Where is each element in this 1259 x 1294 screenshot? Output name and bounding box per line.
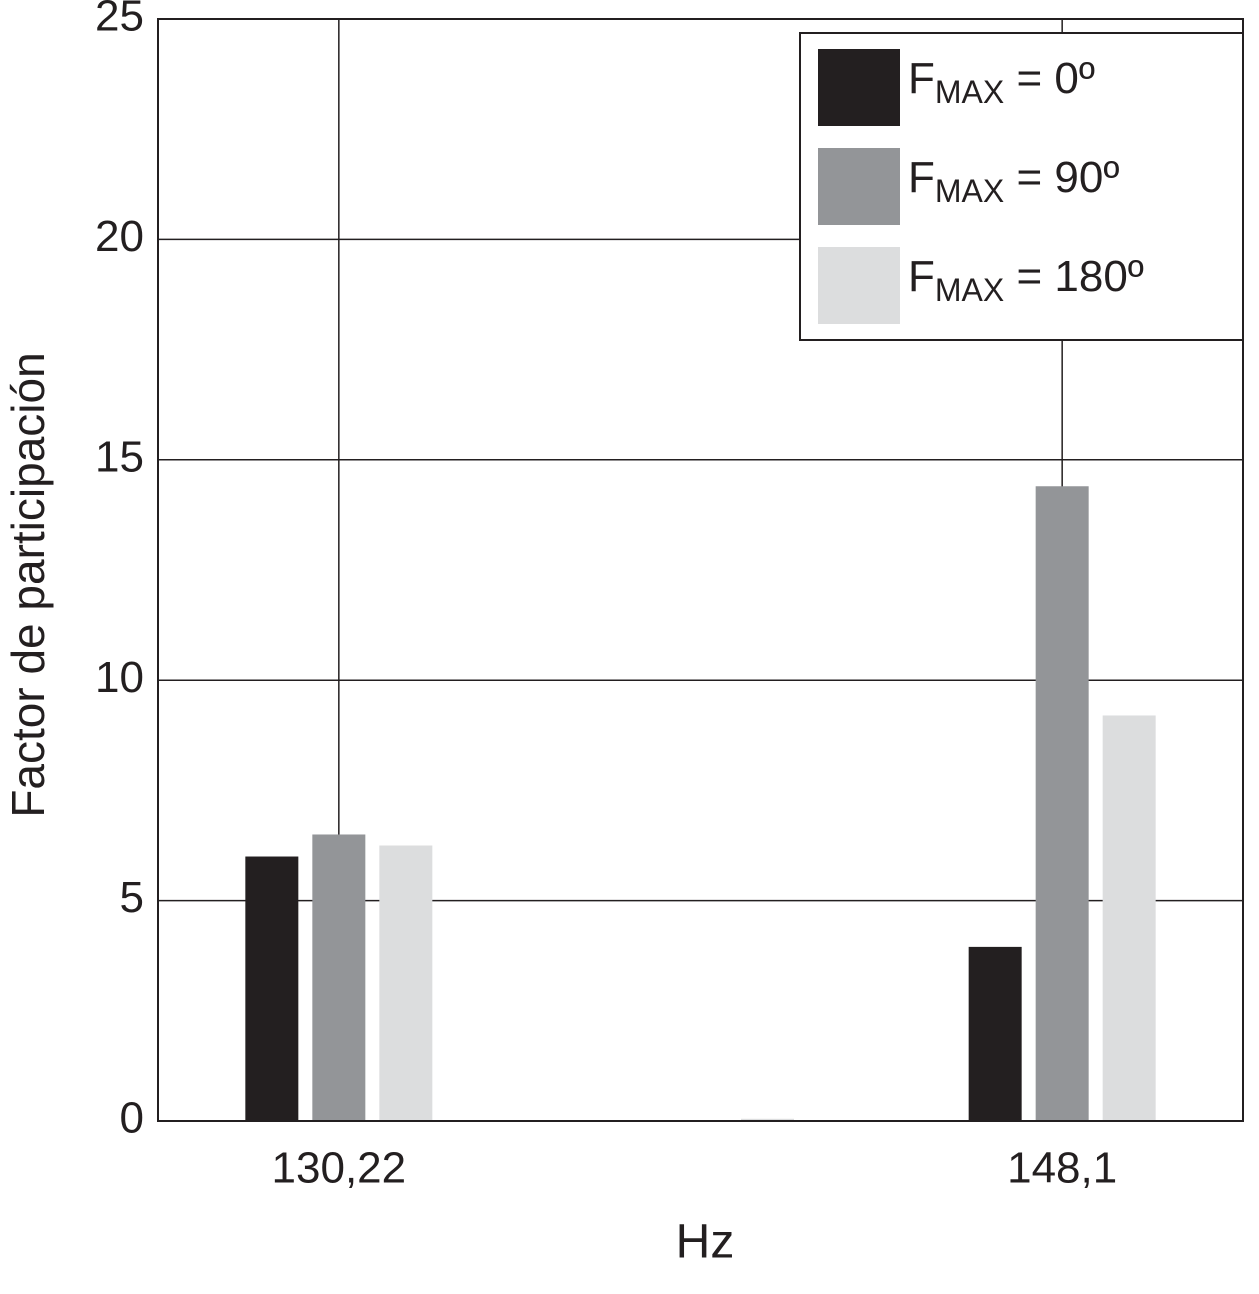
bar — [741, 1118, 794, 1121]
bar — [245, 856, 299, 1121]
y-tick-label: 5 — [120, 873, 144, 922]
legend-swatch — [818, 247, 900, 324]
bar — [312, 834, 366, 1121]
legend-label: FMAX = 180º — [908, 252, 1144, 309]
x-axis-label: Hz — [676, 1216, 735, 1269]
legend-swatch — [818, 148, 900, 225]
x-tick-label: 148,1 — [1007, 1144, 1117, 1193]
bar — [968, 946, 1022, 1121]
y-tick-label: 15 — [95, 432, 144, 481]
y-tick-label: 25 — [95, 0, 144, 41]
legend-label: FMAX = 90º — [908, 153, 1119, 210]
bar — [1102, 715, 1156, 1121]
legend: FMAX = 0º FMAX = 90º FMAX = 180º — [799, 32, 1244, 341]
y-tick-label: 10 — [95, 653, 144, 702]
bar — [1035, 486, 1089, 1121]
legend-label: FMAX = 0º — [908, 54, 1095, 111]
x-tick-label: 130,22 — [272, 1144, 407, 1193]
y-axis-label: Factor de participación — [2, 352, 54, 817]
y-tick-label: 20 — [95, 212, 144, 261]
y-tick-label: 0 — [120, 1094, 144, 1143]
legend-swatch — [818, 49, 900, 126]
plot-frame — [157, 18, 1244, 1122]
bar — [379, 845, 433, 1121]
